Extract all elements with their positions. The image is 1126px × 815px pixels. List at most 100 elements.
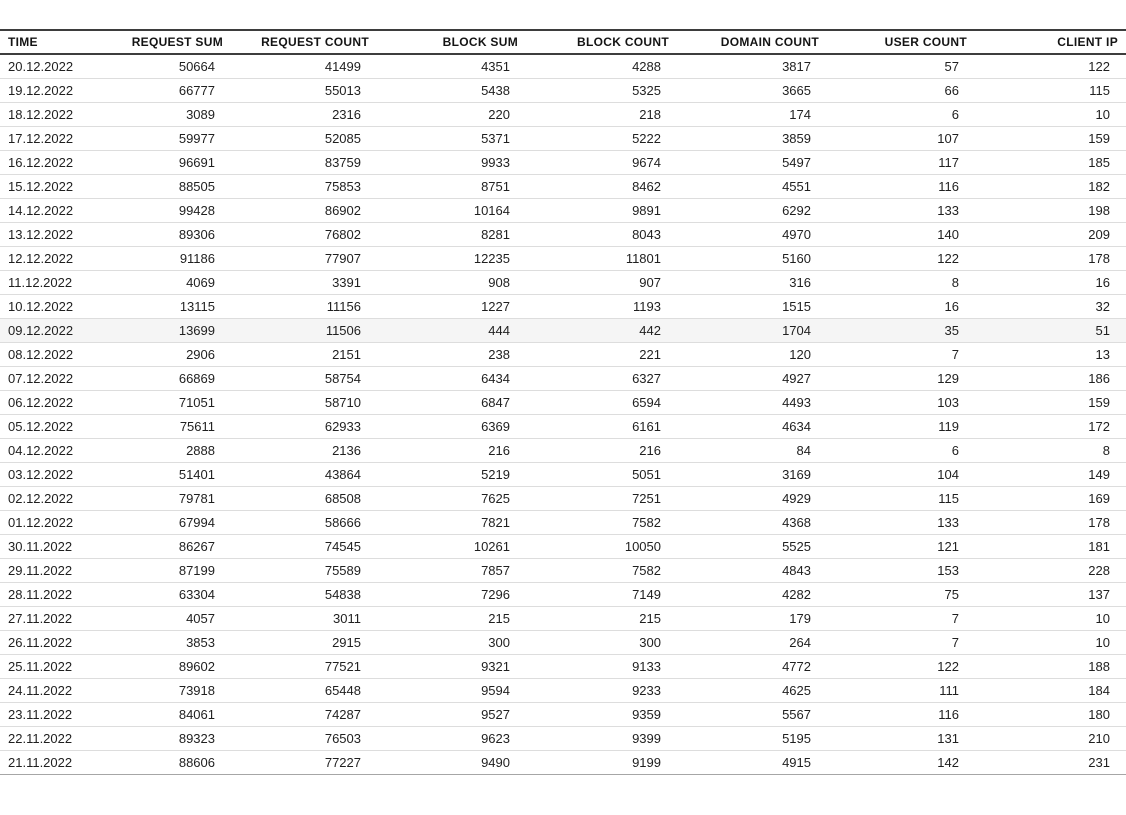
cell-block-sum: 4351 (481, 58, 510, 74)
cell-request-count: 76802 (324, 226, 361, 242)
cell-request-count: 77907 (324, 250, 361, 266)
cell-user-count: 131 (937, 730, 959, 746)
cell-domain-count: 4970 (782, 226, 811, 242)
cell-client-ip: 228 (1088, 562, 1110, 578)
cell-time: 21.11.2022 (8, 754, 73, 770)
cell-request-count: 75589 (324, 562, 361, 578)
table-row: 27.11.2022 4057 3011 215 215 179 7 10 (0, 606, 1126, 630)
cell-user-count: 133 (937, 514, 959, 530)
cell-domain-count: 4493 (782, 394, 811, 410)
cell-block-sum: 300 (488, 634, 510, 650)
table-row: 01.12.2022 67994 58666 7821 7582 4368 133 178 (0, 510, 1126, 534)
cell-request-count: 2151 (332, 346, 361, 362)
cell-request-count: 2915 (332, 634, 361, 650)
cell-request-count: 52085 (324, 130, 361, 146)
column-header-domain-count[interactable]: DOMAIN COUNT (720, 35, 819, 49)
column-header-user-count[interactable]: USER COUNT (884, 35, 967, 49)
cell-block-count: 5222 (632, 130, 661, 146)
cell-block-sum: 1227 (481, 298, 510, 314)
cell-client-ip: 185 (1088, 154, 1110, 170)
table-row: 30.11.2022 86267 74545 10261 10050 5525 121 181 (0, 534, 1126, 558)
cell-block-sum: 7821 (481, 514, 510, 530)
cell-request-count: 86902 (324, 202, 361, 218)
cell-block-sum: 216 (488, 442, 510, 458)
cell-client-ip: 122 (1088, 58, 1110, 74)
cell-block-count: 907 (639, 274, 661, 290)
column-header-time[interactable]: TIME (8, 35, 38, 49)
cell-request-sum: 59977 (178, 130, 215, 146)
cell-time: 10.12.2022 (8, 298, 74, 314)
cell-request-sum: 84061 (178, 706, 215, 722)
cell-user-count: 140 (937, 226, 959, 242)
cell-client-ip: 149 (1088, 466, 1110, 482)
column-header-client-ip[interactable]: CLIENT IP (1057, 35, 1118, 49)
cell-block-sum: 7857 (481, 562, 510, 578)
cell-block-sum: 9490 (481, 754, 510, 770)
table-row: 03.12.2022 51401 43864 5219 5051 3169 104 149 (0, 462, 1126, 486)
cell-time: 23.11.2022 (8, 706, 73, 722)
cell-block-count: 8043 (632, 226, 661, 242)
cell-domain-count: 3817 (782, 58, 811, 74)
cell-request-count: 74545 (324, 538, 361, 554)
cell-time: 25.11.2022 (8, 658, 73, 674)
cell-block-count: 9891 (632, 202, 661, 218)
cell-block-sum: 8751 (481, 178, 510, 194)
cell-request-count: 65448 (324, 682, 361, 698)
cell-request-count: 11506 (325, 322, 361, 338)
cell-request-count: 58710 (324, 394, 361, 410)
table-header-row: TIME REQUEST SUM REQUEST COUNT BLOCK SUM BLO… (0, 30, 1126, 54)
cell-block-count: 9399 (632, 730, 661, 746)
cell-user-count: 122 (937, 658, 959, 674)
cell-client-ip: 182 (1088, 178, 1110, 194)
cell-block-sum: 9933 (481, 154, 510, 170)
cell-block-count: 10050 (624, 538, 661, 554)
cell-domain-count: 3665 (782, 82, 811, 98)
cell-request-sum: 3089 (186, 106, 215, 122)
table-row: 12.12.2022 91186 77907 12235 11801 5160 122 178 (0, 246, 1126, 270)
cell-block-count: 300 (639, 634, 661, 650)
column-header-request-count[interactable]: REQUEST COUNT (261, 35, 369, 49)
cell-request-count: 43864 (324, 466, 361, 482)
cell-request-count: 74287 (324, 706, 361, 722)
cell-request-sum: 89306 (178, 226, 215, 242)
cell-domain-count: 5497 (782, 154, 811, 170)
cell-request-sum: 75611 (179, 418, 215, 434)
table-row: 18.12.2022 3089 2316 220 218 174 6 10 (0, 102, 1126, 126)
cell-block-sum: 7296 (481, 586, 510, 602)
table-row: 29.11.2022 87199 75589 7857 7582 4843 153 228 (0, 558, 1126, 582)
cell-block-sum: 215 (488, 610, 510, 626)
cell-block-count: 9674 (632, 154, 661, 170)
cell-block-sum: 7625 (481, 490, 510, 506)
cell-request-sum: 89323 (178, 730, 215, 746)
cell-user-count: 129 (937, 370, 959, 386)
column-header-block-count[interactable]: BLOCK COUNT (577, 35, 669, 49)
cell-request-count: 55013 (324, 82, 361, 98)
cell-request-count: 77227 (324, 754, 361, 770)
cell-client-ip: 188 (1088, 658, 1110, 674)
cell-request-sum: 2906 (186, 346, 215, 362)
cell-request-count: 2136 (332, 442, 361, 458)
cell-request-sum: 99428 (178, 202, 215, 218)
cell-domain-count: 1515 (782, 298, 811, 314)
cell-request-sum: 73918 (178, 682, 215, 698)
cell-request-count: 62933 (324, 418, 361, 434)
table-row: 09.12.2022 13699 11506 444 442 1704 35 51 (0, 318, 1126, 342)
column-header-request-sum[interactable]: REQUEST SUM (131, 35, 223, 49)
table-row: 08.12.2022 2906 2151 238 221 120 7 13 (0, 342, 1126, 366)
cell-block-count: 6161 (632, 418, 661, 434)
cell-request-sum: 89602 (178, 658, 215, 674)
cell-domain-count: 264 (789, 634, 811, 650)
table-row: 17.12.2022 59977 52085 5371 5222 3859 107 159 (0, 126, 1126, 150)
cell-user-count: 133 (937, 202, 959, 218)
cell-client-ip: 231 (1088, 754, 1110, 770)
cell-time: 01.12.2022 (8, 514, 74, 530)
column-header-block-sum[interactable]: BLOCK SUM (442, 35, 518, 49)
cell-user-count: 121 (937, 538, 959, 554)
cell-request-count: 2316 (332, 106, 361, 122)
cell-block-sum: 238 (488, 346, 510, 362)
cell-time: 11.12.2022 (8, 274, 73, 290)
cell-request-sum: 79781 (178, 490, 215, 506)
cell-user-count: 6 (951, 106, 959, 122)
cell-domain-count: 120 (789, 346, 811, 362)
cell-time: 30.11.2022 (8, 538, 73, 554)
